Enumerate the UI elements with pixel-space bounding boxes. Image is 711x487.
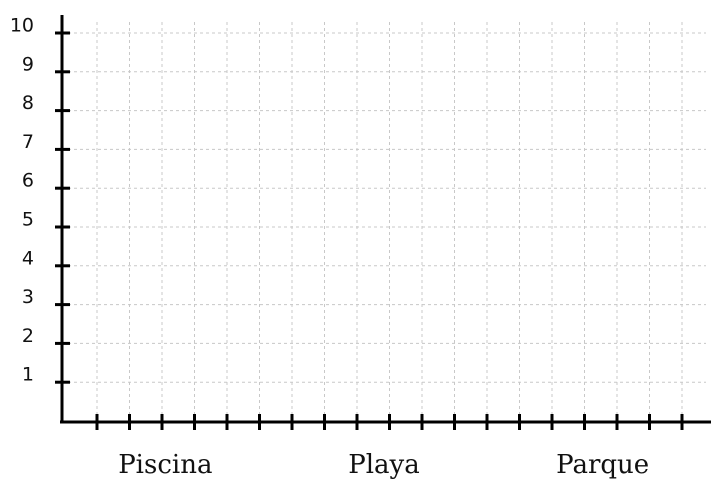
vertical-grid (96, 22, 683, 421)
y-tick-label: 7 (22, 131, 34, 153)
y-tick-label: 1 (22, 364, 34, 386)
x-tick-marks (95, 414, 684, 430)
x-tick-label: Parque (556, 450, 649, 480)
x-tick-label: Piscina (118, 450, 212, 480)
x-tick-label: Playa (348, 450, 420, 480)
y-tick-label: 4 (22, 247, 34, 269)
y-tick-label: 6 (22, 170, 34, 192)
y-tick-label: 5 (22, 209, 34, 231)
y-tick-label: 9 (22, 53, 34, 75)
y-tick-label: 8 (22, 92, 34, 114)
y-tick-label: 2 (22, 325, 34, 347)
y-tick-label: 10 (10, 15, 34, 37)
y-tick-label: 3 (22, 286, 34, 308)
